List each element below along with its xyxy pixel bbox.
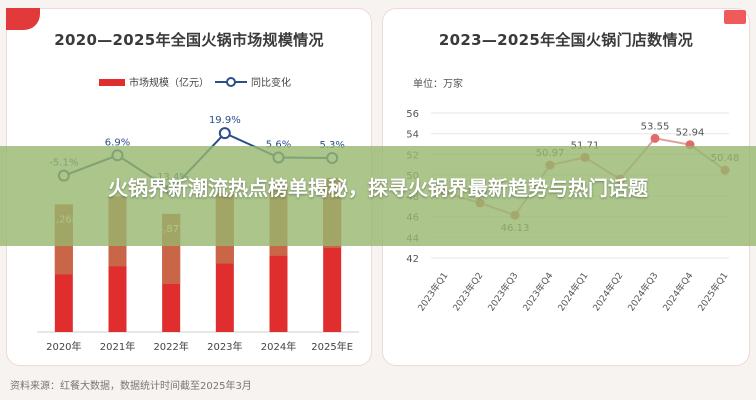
x-tick-label: 2023年Q4 <box>520 270 556 314</box>
banner-title[interactable]: 火锅界新潮流热点榜单揭秘，探寻火锅界最新趋势与热门话题 <box>20 172 736 205</box>
legend-bar-swatch <box>99 79 125 86</box>
market-size-legend: 市场规模（亿元） 同比变化 <box>99 76 291 89</box>
x-tick-label: 2021年 <box>100 340 135 353</box>
store-count-unit: 单位：万家 <box>413 77 463 90</box>
x-tick-label: 2024年Q3 <box>625 270 660 314</box>
x-tick-label: 2024年 <box>261 340 296 353</box>
market-size-title: 2020—2025年全国火锅市场规模情况 <box>7 29 371 50</box>
store-count-point <box>651 134 660 143</box>
x-tick-label: 2023年 <box>207 340 242 353</box>
x-tick-label: 2022年 <box>153 340 188 353</box>
x-tick-label: 2020年 <box>46 340 81 353</box>
legend-line-marker <box>227 78 235 86</box>
x-tick-label: 2024年Q2 <box>590 270 625 314</box>
store-count-value-label: 52.94 <box>676 128 705 139</box>
legend-line-label: 同比变化 <box>251 76 291 89</box>
store-count-title: 2023—2025年全国火锅门店数情况 <box>383 29 749 50</box>
x-tick-label: 2023年Q1 <box>415 270 450 314</box>
yoy-value-label: 19.9% <box>209 115 241 126</box>
yoy-point <box>220 128 230 138</box>
x-tick-label: 2024年Q1 <box>555 270 590 314</box>
source-note: 资料来源：红餐大数据，数据统计时间截至2025年3月 <box>10 377 252 392</box>
x-tick-label: 2025年Q1 <box>695 270 730 314</box>
y-tick-label: 54 <box>406 130 419 141</box>
x-tick-label: 2025年E <box>311 340 353 353</box>
x-tick-label: 2024年Q4 <box>660 270 696 314</box>
x-tick-label: 2023年Q3 <box>485 270 520 314</box>
legend-bar-label: 市场规模（亿元） <box>129 76 209 89</box>
y-tick-label: 56 <box>406 109 419 120</box>
x-tick-label: 2023年Q2 <box>450 270 485 314</box>
store-count-value-label: 53.55 <box>641 121 670 132</box>
corner-tag-icon <box>724 10 746 24</box>
y-tick-label: 42 <box>406 254 419 265</box>
